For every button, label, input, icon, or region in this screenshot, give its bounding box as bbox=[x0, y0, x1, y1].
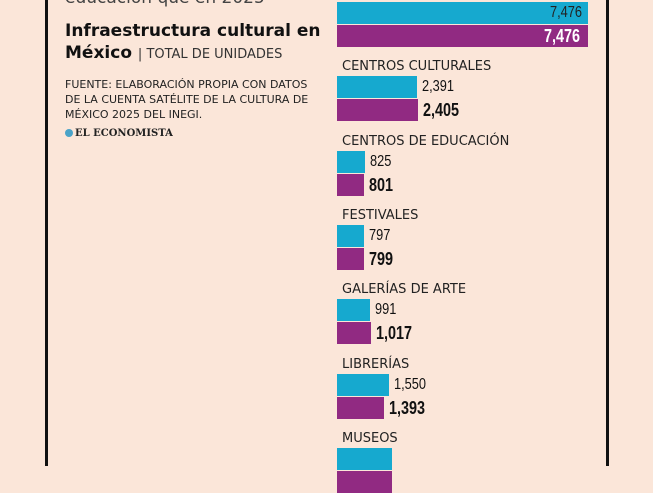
bar-series1 bbox=[337, 299, 371, 322]
unit-label: TOTAL DE UNIDADES bbox=[146, 47, 283, 62]
category-label: CENTROS DE EDUCACIÓN bbox=[342, 133, 510, 149]
logo-text: EL ECONOMISTA bbox=[75, 128, 173, 139]
data-label: 1,017 bbox=[376, 323, 413, 344]
data-label: 1,550 bbox=[394, 375, 427, 393]
data-label: 799 bbox=[368, 248, 393, 269]
bar-series2 bbox=[337, 25, 588, 47]
data-label: 2,391 bbox=[422, 78, 455, 96]
category-label: MUSEOS bbox=[342, 430, 398, 446]
bar-series2 bbox=[337, 396, 384, 419]
data-label: 991 bbox=[375, 301, 397, 319]
category-label: GALERÍAS DE ARTE bbox=[342, 282, 467, 298]
chart-frame bbox=[45, 0, 609, 466]
data-label: 7,476 bbox=[550, 4, 583, 21]
bar-series2 bbox=[337, 247, 364, 270]
subtitle-fragment: educación que en 2025 bbox=[65, 0, 265, 8]
category-label: LIBRERÍAS bbox=[342, 356, 410, 372]
category-label: FESTIVALES bbox=[342, 207, 419, 223]
logo-icon bbox=[65, 129, 73, 137]
bar-series1 bbox=[337, 224, 364, 247]
data-label: 2,405 bbox=[422, 100, 459, 121]
logo: EL ECONOMISTA bbox=[65, 128, 173, 139]
data-label: 801 bbox=[368, 174, 393, 195]
data-label: 797 bbox=[368, 226, 391, 244]
category-label: CENTROS CULTURALES bbox=[342, 59, 492, 75]
bar-series1 bbox=[337, 447, 392, 470]
bar-series1 bbox=[337, 2, 588, 24]
bar-series1 bbox=[337, 373, 390, 396]
bar-series1 bbox=[337, 150, 365, 173]
data-label: 825 bbox=[369, 152, 392, 170]
bar-series2 bbox=[337, 470, 392, 493]
bar-series2 bbox=[337, 99, 418, 122]
bar-series2 bbox=[337, 322, 372, 345]
chart-title: Infraestructura cultural en México | TOT… bbox=[65, 21, 321, 63]
data-label: 7,476 bbox=[544, 26, 581, 46]
data-label: 1,393 bbox=[388, 397, 425, 418]
title-text: Infraestructura cultural en México bbox=[65, 21, 321, 63]
bar-series1 bbox=[337, 76, 418, 99]
source-note: FUENTE: ELABORACIÓN PROPIA CON DATOS DE … bbox=[65, 78, 309, 121]
bar-series2 bbox=[337, 173, 364, 196]
